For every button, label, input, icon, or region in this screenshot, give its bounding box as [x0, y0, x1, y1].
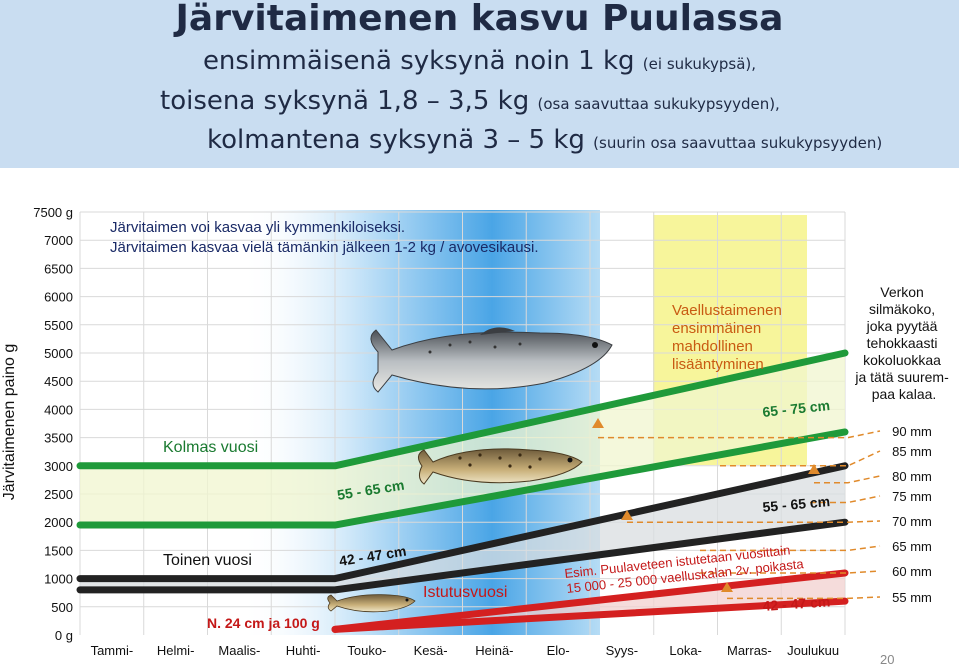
subtitle-line-3-main: kolmantena syksynä 3 – 5 kg: [207, 125, 585, 155]
mesh-dash-line: [727, 596, 881, 600]
mesh-dash-line: [720, 450, 881, 467]
subtitle-line-2-main: toisena syksynä 1,8 – 3,5 kg: [160, 86, 530, 116]
y-tick-label: 4000: [44, 402, 73, 417]
mesh-dash-line: [814, 475, 881, 484]
y-tick-label: 5500: [44, 318, 73, 333]
page-title: Järvitaimenen kasvu Puulassa: [175, 0, 784, 39]
y-axis-label: Järvitaimenen paino g: [1, 344, 18, 501]
note-line-1: Järvitaimen voi kasvaa yli kymmenkiloise…: [110, 219, 405, 236]
series-line: [76, 518, 849, 594]
subtitle-line-1-main: ensimmäisenä syksynä noin 1 kg: [202, 46, 635, 76]
mesh-size-label: 60 mm: [892, 564, 932, 579]
label-second-year: Toinen vuosi: [163, 552, 252, 569]
mesh-size-label: 65 mm: [892, 539, 932, 554]
y-tick-label: 1000: [44, 572, 73, 587]
y-tick-label: 7000: [44, 233, 73, 248]
x-tick-label: Syys-: [606, 643, 639, 658]
y-tick-label: 500: [51, 600, 73, 615]
x-axis-ticks: Tammi- Helmi- Maalis- Huhti- Touko- Kesä- Hein…: [91, 643, 840, 658]
y-tick-label: 7500 g: [33, 205, 73, 220]
series-line: [331, 597, 849, 633]
subtitle-line-2: toisena syksynä 1,8 – 3,5 kg (osa saavut…: [160, 86, 780, 116]
y-tick-label: 6500: [44, 261, 73, 276]
small-trout-image: [327, 594, 416, 613]
marker-triangle: [808, 464, 820, 474]
y-tick-label: 4500: [44, 374, 73, 389]
mesh-size-label: 75 mm: [892, 489, 932, 504]
series-line: [331, 569, 849, 633]
mesh-size-dashes: [598, 430, 881, 600]
x-tick-label: Maalis-: [218, 643, 260, 658]
mesh-size-label: 70 mm: [892, 514, 932, 529]
autumn-spawning-note: Vaellustaimenen ensimmäinen mahdollinen …: [672, 302, 786, 373]
y-tick-label: 3500: [44, 431, 73, 446]
label-stocking-size: N. 24 cm ja 100 g: [207, 615, 320, 631]
series-line: [76, 462, 849, 583]
subtitle-line-1-note: (ei sukukypsä),: [642, 55, 757, 73]
y-tick-label: 1500: [44, 543, 73, 558]
mesh-caption: Verkon silmäkoko, joka pyytää tehokkaast…: [854, 284, 952, 402]
y-tick-label: 5000: [44, 346, 73, 361]
y-tick-label: 2500: [44, 487, 73, 502]
subtitle-line-3: kolmantena syksynä 3 – 5 kg (suurin osa …: [207, 125, 882, 155]
title-banner: Järvitaimenen kasvu Puulassa ensimmäisen…: [0, 0, 959, 168]
x-tick-label: Elo-: [547, 643, 570, 658]
mesh-size-label: 55 mm: [892, 590, 932, 605]
label-stocking-year: Istutusvuosi: [423, 584, 507, 601]
x-tick-label: Loka-: [669, 643, 702, 658]
mesh-dash-line: [627, 520, 881, 523]
x-tick-label: Kesä-: [414, 643, 448, 658]
growth-band: [80, 465, 845, 590]
y-axis-ticks: 0 g 500 1000 1500 2000 2500 3000 3500 4000 4500 50…: [33, 205, 73, 643]
mesh-dash-line: [810, 495, 881, 504]
y-tick-label: 0 g: [55, 628, 73, 643]
series-lines: [76, 349, 849, 633]
mesh-size-label: 85 mm: [892, 444, 932, 459]
x-tick-label: Tammi-: [91, 643, 134, 658]
mesh-size-label: 80 mm: [892, 469, 932, 484]
series-line: [76, 428, 849, 529]
marker-triangle: [592, 418, 604, 428]
mesh-dash-line: [598, 430, 881, 439]
y-tick-label: 2000: [44, 515, 73, 530]
mesh-size-label: 90 mm: [892, 424, 932, 439]
subtitle-line-2-note: (osa saavuttaa sukukypsyyden),: [537, 95, 780, 113]
marker-triangle: [721, 582, 733, 592]
y-tick-label: 3000: [44, 459, 73, 474]
marker-triangle: [621, 510, 633, 520]
y-tick-label: 6000: [44, 290, 73, 305]
note-line-2: Järvitaimen kasvaa vielä tämänkin jälkee…: [110, 239, 539, 256]
x-tick-label: Huhti-: [286, 643, 321, 658]
x-tick-label: Helmi-: [157, 643, 195, 658]
x-tick-label: Joulukuu: [787, 643, 839, 658]
x-tick-label: Marras-: [727, 643, 772, 658]
x-tick-label: Touko-: [347, 643, 386, 658]
subtitle-line-3-note: (suurin osa saavuttaa sukukypsyyden): [593, 134, 883, 152]
x-tick-label: Heinä-: [475, 643, 513, 658]
label-third-year: Kolmas vuosi: [163, 439, 258, 456]
mesh-size-labels: 90 mm 85 mm 80 mm 75 mm 70 mm 65 mm 60 mm 55 mm: [892, 424, 932, 605]
series-line: [76, 349, 849, 470]
page-number: 20: [880, 652, 895, 667]
large-trout-image: [370, 327, 613, 393]
label-length-55-65-black: 55 - 65 cm: [762, 493, 831, 515]
label-length-42-47-end: 42 - 47 cm: [762, 593, 831, 614]
subtitle-line-1: ensimmäisenä syksynä noin 1 kg (ei sukuk…: [0, 46, 959, 76]
medium-trout-image: [418, 448, 583, 485]
label-length-65-75: 65 - 75 cm: [762, 397, 831, 420]
